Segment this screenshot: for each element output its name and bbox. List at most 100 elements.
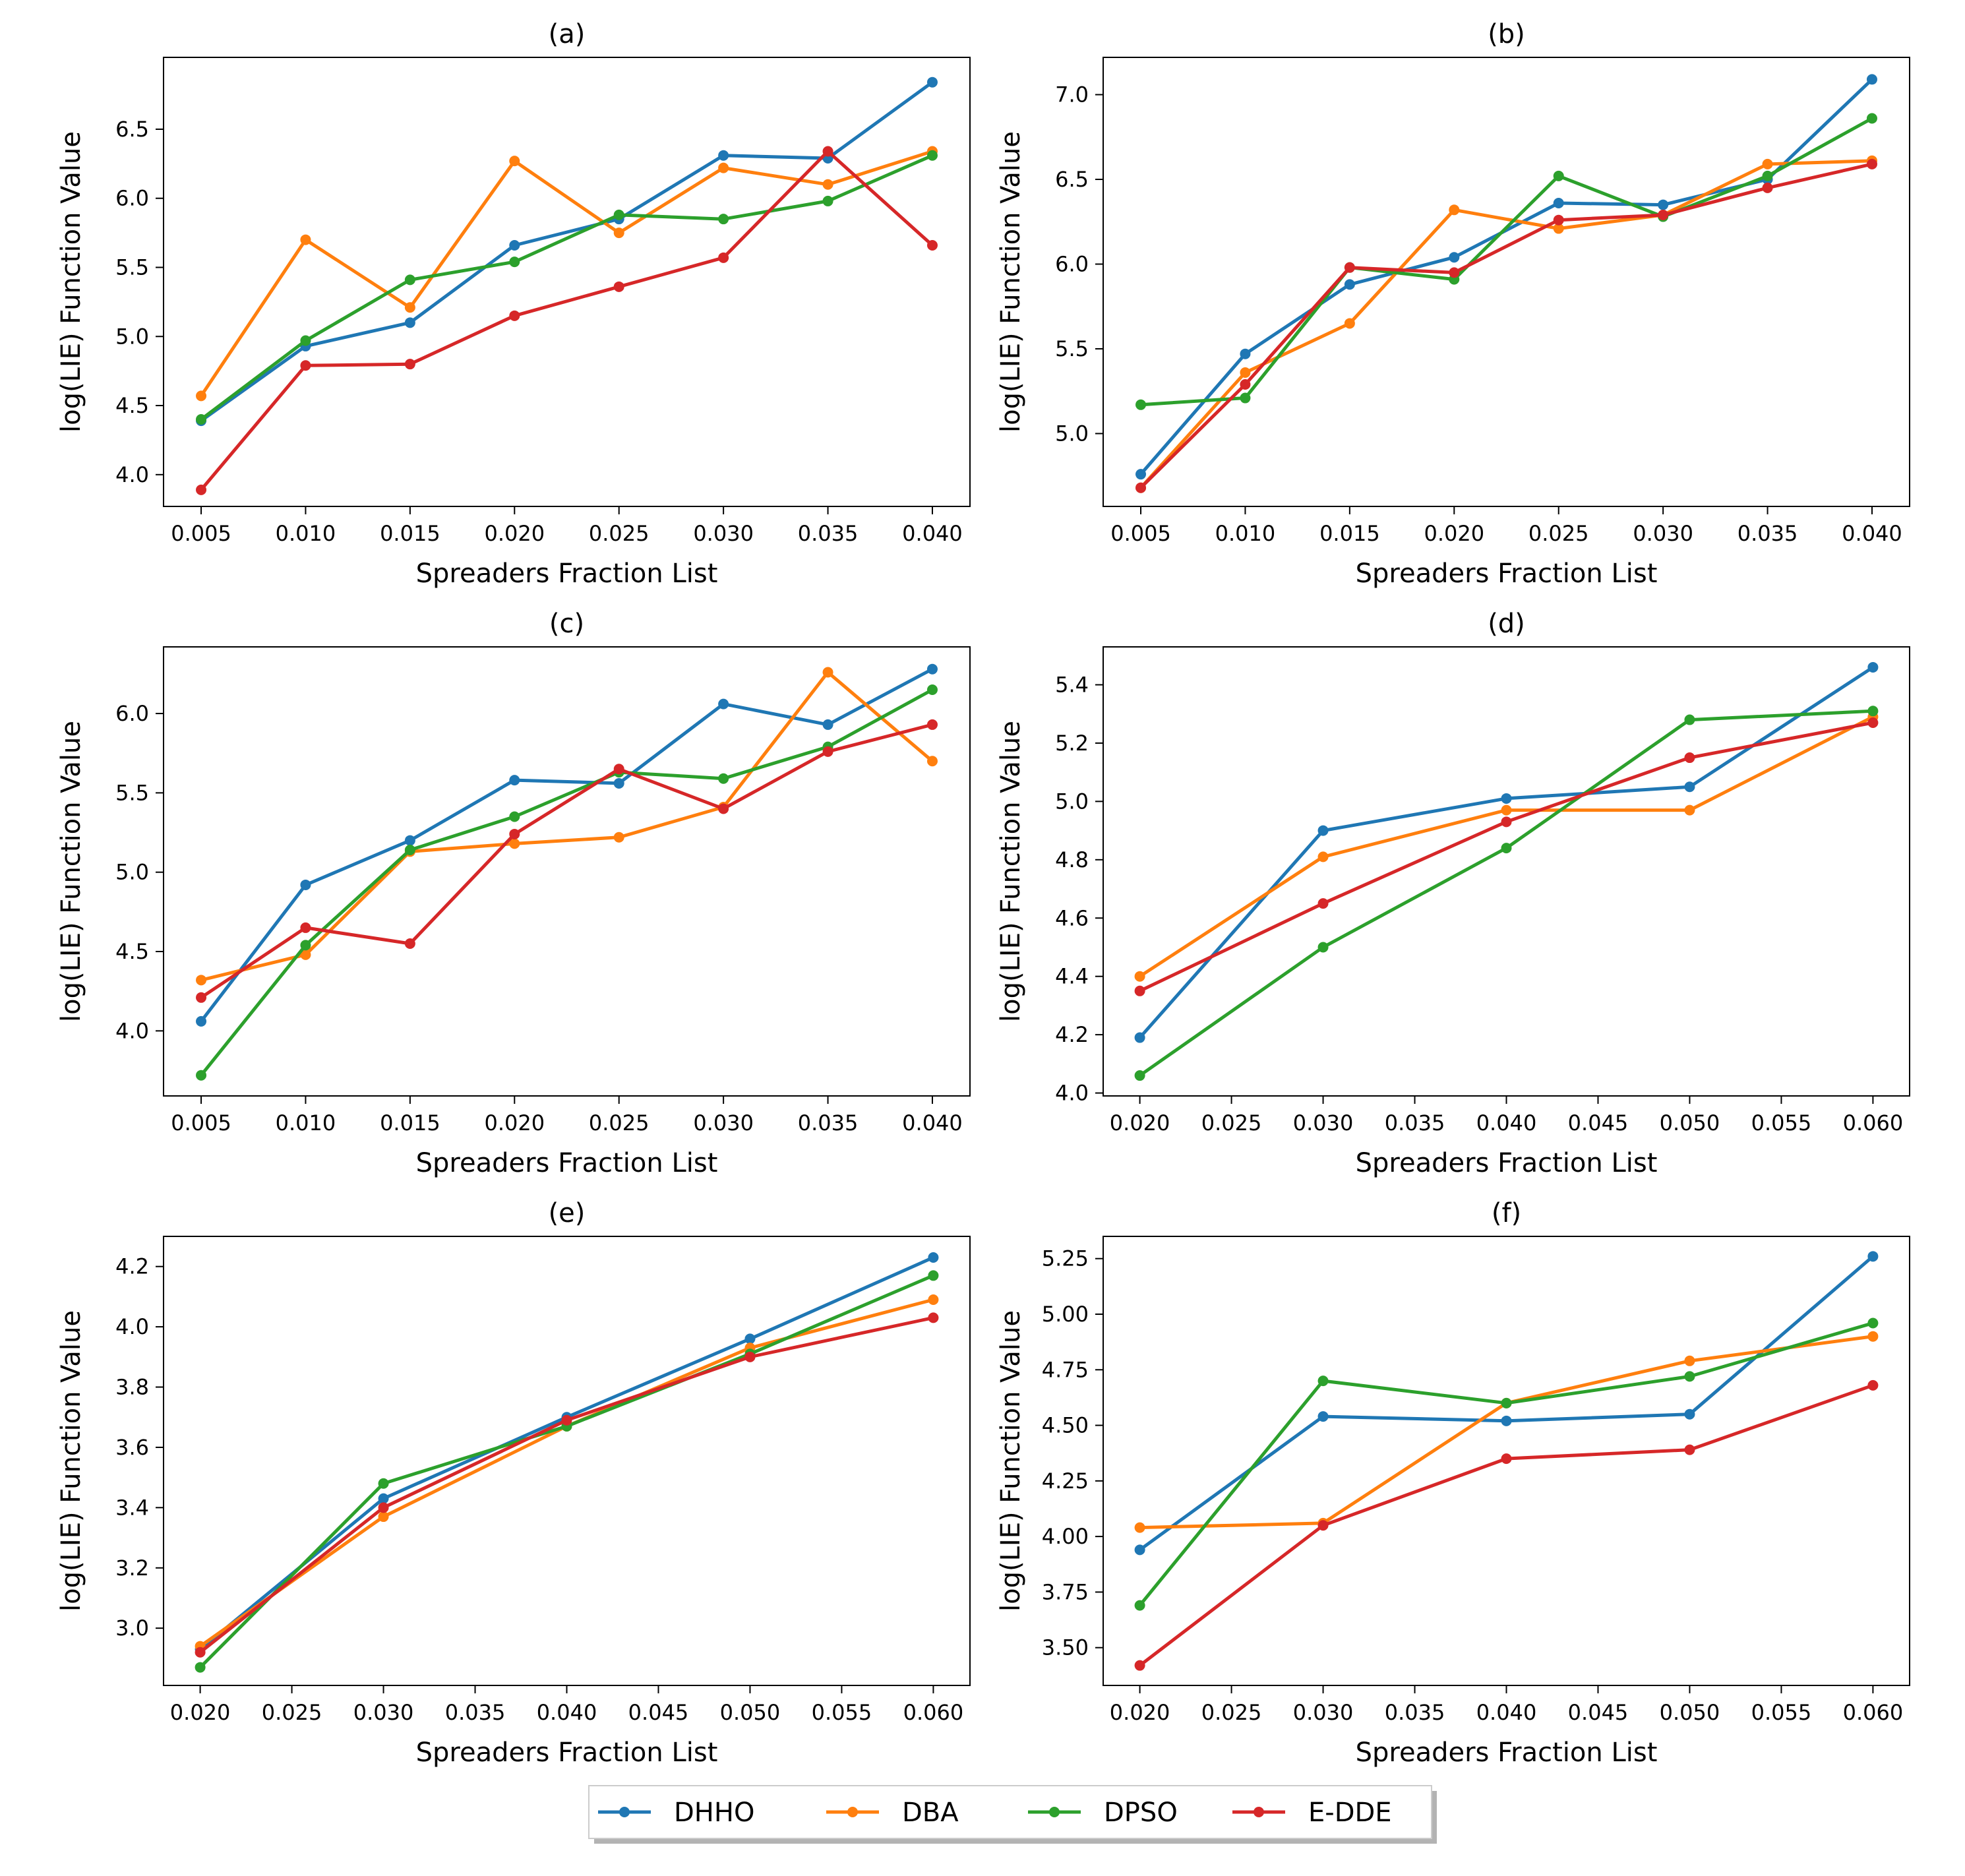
data-point-dba xyxy=(928,1294,939,1305)
legend-marker-dpso xyxy=(1049,1807,1060,1817)
y-tick-label: 4.0 xyxy=(115,1314,149,1339)
data-point-e-dde xyxy=(822,146,833,157)
data-point-dpso xyxy=(196,1070,207,1081)
y-tick-label: 3.75 xyxy=(1042,1579,1089,1604)
x-tick-label: 0.030 xyxy=(1293,1700,1354,1725)
data-point-dhho xyxy=(1658,199,1669,210)
series-line-dba xyxy=(198,149,935,398)
data-point-e-dde xyxy=(1553,214,1564,226)
x-tick-label: 0.015 xyxy=(380,1110,440,1135)
data-point-e-dde xyxy=(1501,816,1512,828)
data-point-dhho xyxy=(613,777,624,789)
data-point-dhho xyxy=(1866,74,1877,85)
y-tick-label: 3.2 xyxy=(115,1556,149,1581)
x-axis-label: Spreaders Fraction List xyxy=(1356,1148,1658,1178)
data-point-dba xyxy=(1762,158,1773,169)
chart-title: (c) xyxy=(549,609,584,639)
data-point-dba xyxy=(1553,223,1564,234)
data-point-dhho xyxy=(378,1493,389,1504)
y-tick-label: 6.0 xyxy=(115,186,149,211)
series-line-dhho xyxy=(198,667,935,1024)
y-tick-label: 3.6 xyxy=(115,1435,149,1460)
data-point-dhho xyxy=(718,698,729,710)
legend-label-dpso: DPSO xyxy=(1104,1798,1178,1828)
data-point-dba xyxy=(926,756,938,767)
legend-label-e-dde: E-DDE xyxy=(1308,1798,1392,1828)
data-point-e-dde xyxy=(1240,378,1251,390)
data-point-dpso xyxy=(1866,113,1877,124)
x-tick-label: 0.015 xyxy=(1319,521,1380,546)
y-tick-label: 5.0 xyxy=(1055,789,1089,814)
y-tick-label: 3.8 xyxy=(115,1375,149,1400)
series-line-e-dde xyxy=(198,150,935,493)
x-tick-label: 0.060 xyxy=(1843,1110,1904,1135)
data-point-e-dde xyxy=(1658,209,1669,220)
data-point-e-dde xyxy=(1317,1520,1329,1531)
data-point-dhho xyxy=(928,1252,939,1263)
series-line-dhho xyxy=(198,80,935,423)
x-tick-label: 0.020 xyxy=(1110,1110,1170,1135)
data-point-dpso xyxy=(1501,1397,1512,1408)
data-point-dba xyxy=(1134,1522,1145,1533)
data-point-e-dde xyxy=(1317,898,1329,909)
data-point-e-dde xyxy=(1684,1444,1695,1455)
x-tick-label: 0.025 xyxy=(1201,1110,1262,1135)
y-tick-label: 6.5 xyxy=(115,117,149,142)
x-tick-label: 0.035 xyxy=(798,521,859,546)
data-point-dpso xyxy=(613,209,624,220)
x-tick-label: 0.020 xyxy=(1110,1700,1170,1725)
data-point-e-dde xyxy=(378,1502,389,1513)
data-point-dba xyxy=(613,227,624,239)
x-tick-label: 0.010 xyxy=(276,1110,336,1135)
y-tick-label: 4.4 xyxy=(1055,964,1089,989)
y-tick-label: 5.4 xyxy=(1055,672,1089,697)
data-point-dhho xyxy=(196,1015,207,1027)
data-point-dpso xyxy=(1135,399,1147,410)
y-tick-label: 4.0 xyxy=(115,1018,149,1043)
x-tick-label: 0.005 xyxy=(171,1110,231,1135)
series-line-e-dde xyxy=(1138,162,1874,491)
chart-title: (e) xyxy=(549,1198,586,1228)
data-point-dpso xyxy=(926,150,938,161)
y-tick-label: 7.0 xyxy=(1055,82,1089,107)
data-point-dba xyxy=(613,832,624,843)
data-point-dpso xyxy=(195,1662,206,1673)
data-point-dba xyxy=(378,1511,389,1523)
data-point-dba xyxy=(1684,804,1695,816)
y-tick-label: 3.4 xyxy=(115,1495,149,1520)
y-tick-label: 5.25 xyxy=(1042,1246,1089,1271)
data-point-dhho xyxy=(1449,252,1460,263)
plot-frame xyxy=(163,1236,971,1686)
y-tick-label: 6.0 xyxy=(115,701,149,726)
x-tick-label: 0.040 xyxy=(1476,1700,1537,1725)
x-tick-label: 0.025 xyxy=(1528,521,1589,546)
y-tick-label: 5.0 xyxy=(1055,421,1089,446)
data-point-dpso xyxy=(1762,170,1773,181)
data-point-dhho xyxy=(926,76,938,88)
data-point-dhho xyxy=(1684,781,1695,793)
data-point-e-dde xyxy=(1867,717,1879,728)
x-tick-label: 0.005 xyxy=(171,521,231,546)
y-axis-label: log(LIE) Function Value xyxy=(996,1310,1026,1612)
data-point-dpso xyxy=(378,1478,389,1489)
data-point-dba xyxy=(1501,804,1512,816)
data-point-e-dde xyxy=(300,360,311,371)
data-point-dhho xyxy=(404,835,415,846)
x-tick-label: 0.030 xyxy=(1633,521,1693,546)
y-tick-label: 4.5 xyxy=(115,393,149,418)
data-point-dpso xyxy=(1684,714,1695,725)
series-line-e-dde xyxy=(1137,721,1875,994)
x-tick-label: 0.020 xyxy=(1424,521,1484,546)
series-line-dpso xyxy=(198,153,935,422)
x-axis-label: Spreaders Fraction List xyxy=(1356,1738,1658,1768)
data-point-dhho xyxy=(1344,279,1355,290)
data-point-e-dde xyxy=(300,922,311,933)
data-point-dpso xyxy=(1134,1070,1145,1081)
y-tick-label: 5.0 xyxy=(115,324,149,349)
chart-panel-b: (b) 0.005 0.010 0.015 0.020 0.025 0.030 0.035 0.… xyxy=(996,19,1910,589)
x-tick-label: 0.040 xyxy=(1476,1110,1537,1135)
chart-title: (a) xyxy=(549,19,586,49)
data-point-dba xyxy=(196,975,207,986)
data-point-dpso xyxy=(509,257,520,268)
